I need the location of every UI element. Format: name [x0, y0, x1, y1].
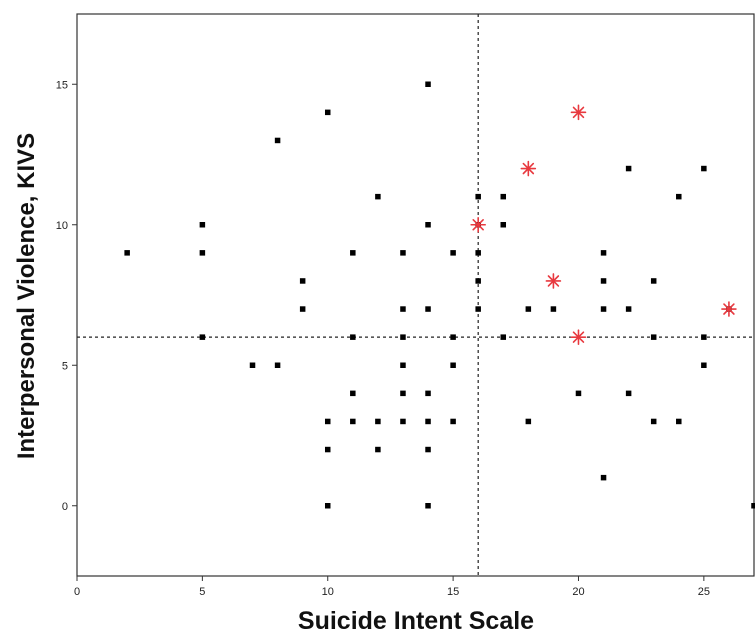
scatter-point [625, 306, 632, 312]
data-points [124, 81, 755, 509]
y-axis-title: Interpersonal Violence, KIVS [13, 133, 40, 459]
x-tick-label: 15 [447, 586, 459, 598]
scatter-point [600, 278, 607, 284]
scatter-point [600, 474, 607, 481]
scatter-point [400, 390, 406, 397]
scatter-point [124, 250, 130, 256]
scatter-point [400, 306, 406, 312]
scatter-point [274, 137, 281, 144]
scatter-point [400, 418, 406, 425]
scatter-point [425, 390, 431, 397]
scatter-point [199, 222, 206, 228]
y-tick-label: 0 [62, 501, 68, 513]
scatter-point [199, 250, 206, 256]
scatter-point [450, 418, 456, 425]
asterisk-point [520, 160, 537, 177]
y-tick-label: 10 [56, 220, 68, 232]
scatter-point [525, 306, 532, 312]
scatter-point [575, 390, 582, 397]
scatter-point [375, 193, 381, 200]
scatter-point [324, 418, 331, 425]
scatter-point [425, 503, 431, 509]
plot-area [76, 13, 755, 577]
x-tick-label: 5 [199, 586, 205, 598]
asterisk-point [470, 216, 486, 233]
scatter-point [475, 278, 481, 284]
x-axis-title: Suicide Intent Scale [298, 607, 534, 632]
asterisk-point [570, 329, 587, 345]
plot-frame [76, 13, 755, 577]
scatter-point [500, 193, 507, 200]
scatter-point [625, 390, 632, 397]
scatter-point [425, 446, 431, 453]
scatter-point [475, 306, 481, 312]
y-tick-label: 5 [62, 360, 68, 372]
scatter-point [324, 109, 331, 116]
x-axis-ticks: 0 5 10 15 20 25 [74, 576, 710, 598]
scatter-point [274, 362, 281, 368]
scatter-point [425, 306, 431, 312]
scatter-point [650, 278, 657, 284]
scatter-point [350, 418, 356, 425]
scatter-point [525, 418, 532, 425]
scatter-point [324, 503, 331, 509]
y-axis-ticks: 0 5 10 15 [56, 79, 77, 513]
scatter-point [500, 222, 507, 228]
scatter-point [299, 278, 306, 284]
scatter-point [375, 418, 381, 425]
scatter-point [600, 250, 607, 256]
scatter-point [751, 503, 755, 509]
scatter-point [350, 390, 356, 397]
scatter-point [600, 306, 607, 312]
scatter-point [550, 306, 557, 312]
scatter-point [425, 81, 431, 87]
x-tick-label: 10 [322, 586, 334, 598]
scatter-point [650, 418, 657, 425]
scatter-point [450, 334, 456, 340]
asterisk-point [570, 104, 587, 121]
scatter-point [676, 193, 682, 200]
scatter-point [350, 250, 356, 256]
y-tick-label: 15 [56, 79, 68, 91]
scatter-point [450, 250, 456, 256]
scatter-point [350, 334, 356, 340]
scatter-point [650, 334, 657, 340]
x-tick-label: 0 [74, 586, 80, 598]
scatter-point [475, 193, 481, 200]
scatter-point [676, 418, 682, 425]
scatter-point [500, 334, 507, 340]
asterisk-point [545, 273, 562, 289]
scatter-point [701, 334, 707, 340]
scatter-point [324, 446, 331, 453]
scatter-point [625, 165, 632, 172]
asterisk-point [721, 301, 737, 317]
scatter-point [475, 250, 481, 256]
scatter-point [400, 334, 406, 340]
scatter-point [701, 165, 707, 172]
scatter-point [375, 446, 381, 453]
scatter-point [400, 250, 406, 256]
scatter-point [400, 362, 406, 368]
scatter-point [425, 418, 431, 425]
scatter-point [425, 222, 431, 228]
x-tick-label: 25 [698, 586, 710, 598]
x-tick-label: 20 [572, 586, 584, 598]
reference-lines [77, 14, 754, 576]
scatter-point [299, 306, 306, 312]
scatter-point [249, 362, 256, 368]
scatter-point [199, 334, 206, 340]
scatter-point [450, 362, 456, 368]
scatter-point [701, 362, 707, 368]
